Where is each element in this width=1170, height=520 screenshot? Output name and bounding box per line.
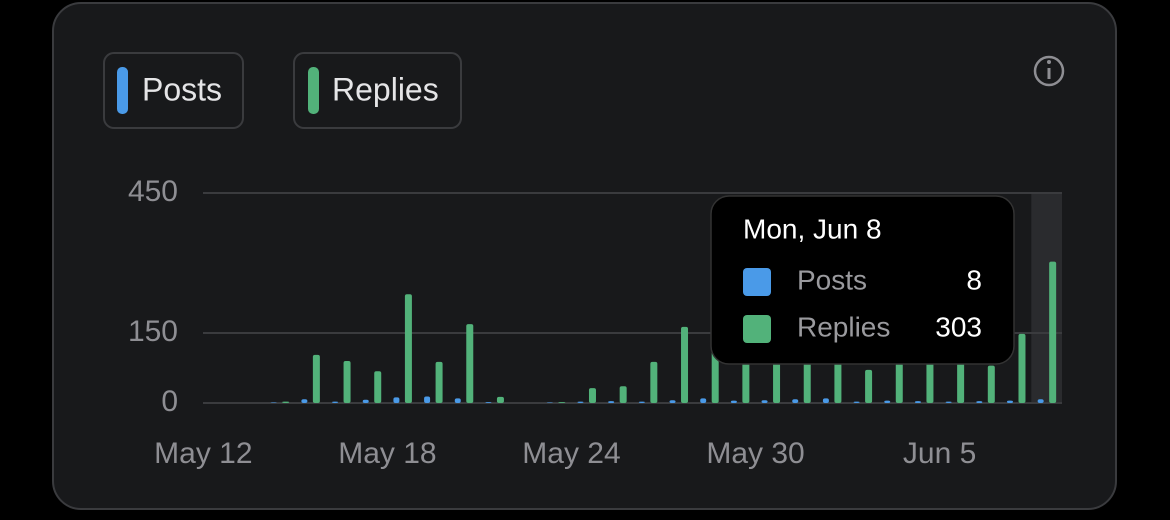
replies-bar (1049, 262, 1056, 403)
replies-bar (497, 397, 504, 403)
tooltip: Mon, Jun 8 Posts 8 Replies 303 (711, 196, 1014, 364)
replies-bar (558, 402, 565, 403)
replies-bar (681, 327, 688, 403)
legend-label: Posts (142, 71, 222, 107)
posts-bar (332, 402, 338, 403)
tooltip-value: 303 (935, 311, 982, 342)
tooltip-value: 8 (966, 264, 982, 295)
posts-bar (946, 402, 952, 403)
posts-bar (485, 402, 491, 403)
posts-bar (393, 397, 399, 403)
replies-bar (926, 361, 933, 403)
replies-bar (896, 363, 903, 403)
tooltip-title: Mon, Jun 8 (743, 213, 882, 244)
replies-bar (650, 362, 657, 403)
posts-bar (455, 398, 461, 403)
tooltip-label: Replies (797, 311, 890, 342)
info-dot (1047, 60, 1051, 64)
posts-bar (363, 400, 369, 403)
posts-bar (823, 398, 829, 403)
replies-bar (957, 359, 964, 403)
replies-bar (988, 366, 995, 403)
x-tick-label: May 18 (338, 437, 436, 470)
posts-bar (976, 401, 982, 403)
posts-bar (1007, 401, 1013, 403)
x-tick-label: Jun 5 (903, 437, 976, 470)
replies-bar (436, 362, 443, 403)
replies-bar (1018, 334, 1025, 403)
posts-bar (608, 401, 614, 403)
posts-bar (1038, 399, 1044, 403)
posts-bar (424, 396, 430, 403)
replies-bar (620, 386, 627, 403)
posts-bar (731, 401, 737, 403)
posts-bar (301, 399, 307, 403)
hover-column (1031, 193, 1062, 403)
tooltip-label: Posts (797, 264, 867, 295)
posts-bar (854, 402, 860, 403)
posts-bar (577, 402, 583, 403)
legend-swatch (117, 67, 128, 114)
legend-swatch (308, 67, 319, 114)
tooltip-swatch (743, 268, 771, 296)
replies-bar (374, 371, 381, 403)
posts-bar (670, 400, 676, 403)
replies-bar (405, 294, 412, 403)
legend-label: Replies (332, 71, 439, 107)
y-tick-label: 0 (161, 385, 178, 418)
posts-bar (915, 401, 921, 403)
replies-bar (282, 402, 289, 403)
x-tick-label: May 12 (154, 437, 252, 470)
posts-bar (762, 400, 768, 403)
tooltip-swatch (743, 315, 771, 343)
posts-bar (884, 401, 890, 403)
y-tick-label: 450 (128, 175, 178, 208)
y-tick-label: 150 (128, 315, 178, 348)
replies-bar (589, 388, 596, 403)
replies-bar (313, 355, 320, 403)
replies-bar (344, 361, 351, 403)
posts-bar (700, 398, 706, 403)
posts-bar (639, 402, 645, 403)
replies-bar (466, 324, 473, 403)
replies-bar (865, 370, 872, 403)
x-tick-label: May 30 (706, 437, 804, 470)
posts-bar (792, 399, 798, 403)
x-tick-label: May 24 (522, 437, 620, 470)
